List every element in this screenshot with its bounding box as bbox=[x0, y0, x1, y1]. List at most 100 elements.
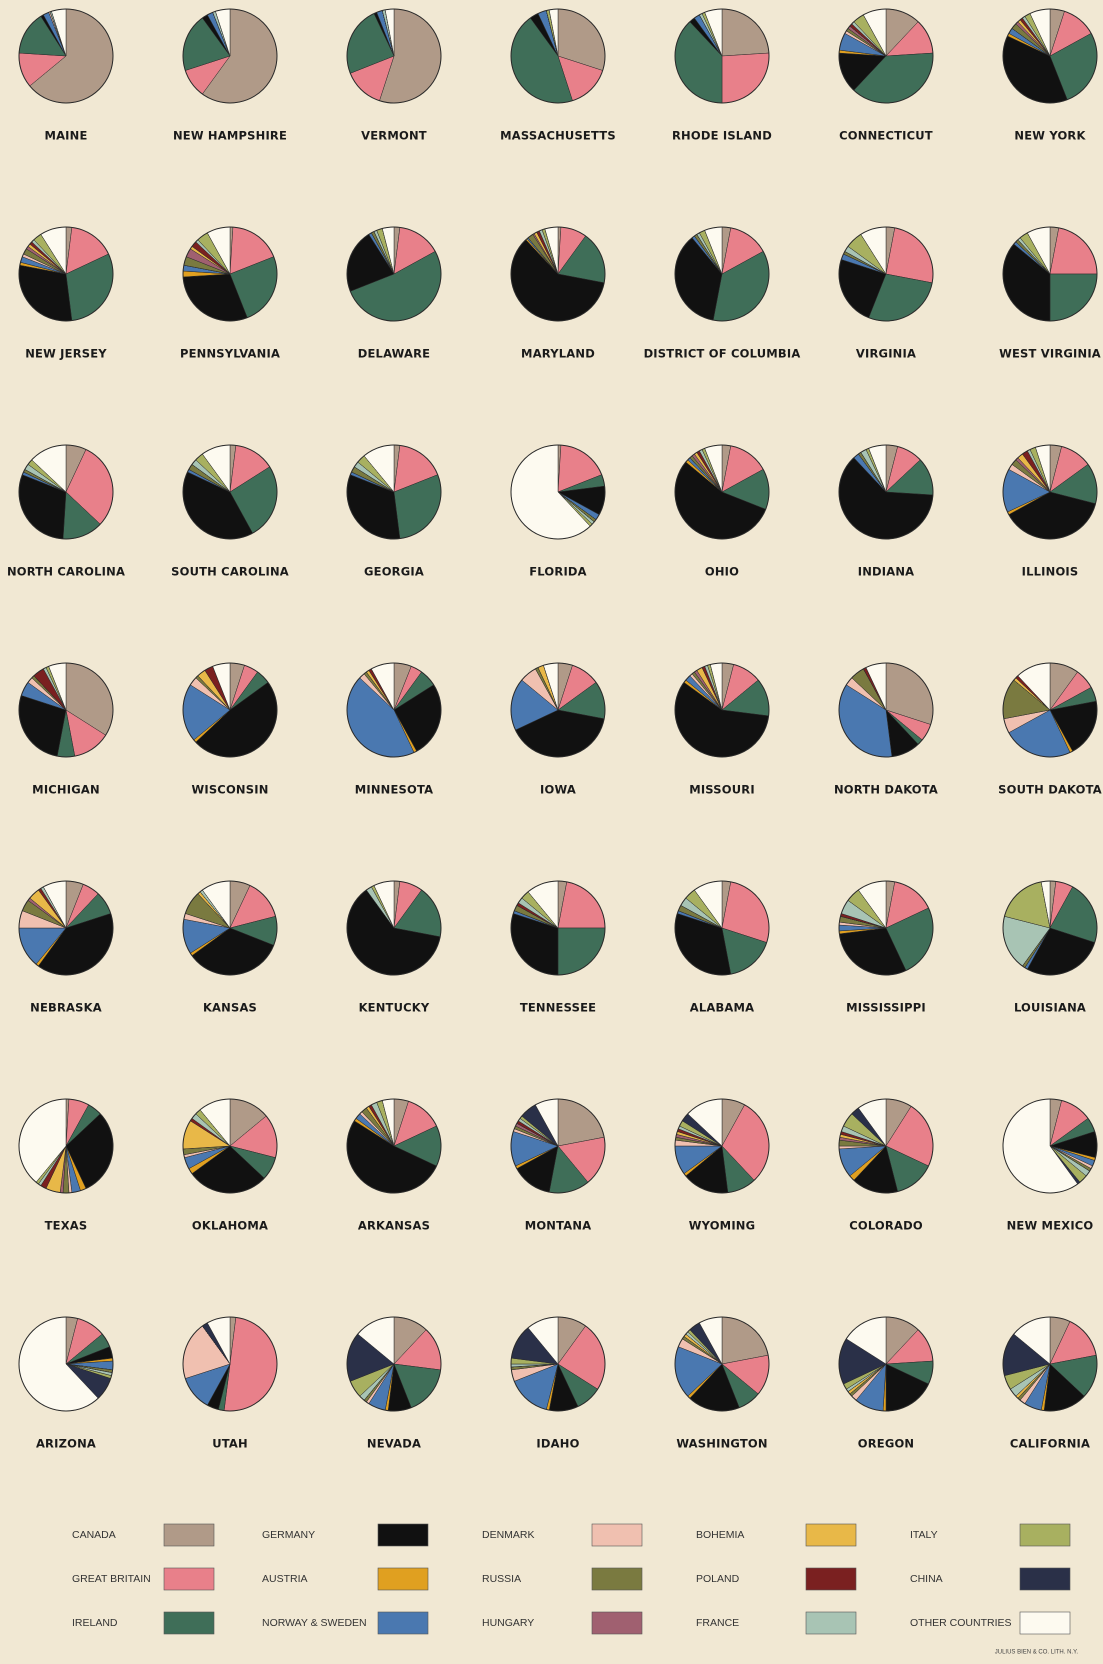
pie-outline bbox=[346, 1098, 442, 1194]
legend-label: ITALY bbox=[910, 1529, 938, 1541]
legend-swatch bbox=[1019, 1611, 1071, 1635]
state-label: MAINE bbox=[44, 129, 87, 143]
state-label: MONTANA bbox=[525, 1219, 592, 1233]
pie-outline bbox=[1002, 880, 1098, 976]
state-label: INDIANA bbox=[858, 565, 915, 579]
legend-label: NORWAY & SWEDEN bbox=[262, 1617, 367, 1629]
pie-outline bbox=[510, 1098, 606, 1194]
pie-outline bbox=[674, 226, 770, 322]
state-label: VERMONT bbox=[361, 129, 427, 143]
state-label: TEXAS bbox=[45, 1219, 88, 1233]
legend-swatch bbox=[591, 1567, 643, 1591]
legend-label: HUNGARY bbox=[482, 1617, 534, 1629]
pie-outline bbox=[346, 880, 442, 976]
pie-outline bbox=[346, 444, 442, 540]
pie-outline bbox=[18, 1316, 114, 1412]
pie-outline bbox=[838, 444, 934, 540]
state-label: NEBRASKA bbox=[30, 1001, 102, 1015]
legend-swatch bbox=[1019, 1523, 1071, 1547]
pie-outline bbox=[182, 226, 278, 322]
legend-label: OTHER COUNTRIES bbox=[910, 1617, 1012, 1629]
state-label: KANSAS bbox=[203, 1001, 257, 1015]
pie-outline bbox=[18, 226, 114, 322]
pie-outline bbox=[18, 8, 114, 104]
state-label: ARIZONA bbox=[36, 1437, 96, 1451]
state-label: NORTH CAROLINA bbox=[7, 565, 125, 579]
state-label: NEW JERSEY bbox=[25, 347, 107, 361]
state-label: DELAWARE bbox=[358, 347, 431, 361]
state-label: OKLAHOMA bbox=[192, 1219, 268, 1233]
legend-label: POLAND bbox=[696, 1573, 740, 1585]
legend-label: AUSTRIA bbox=[262, 1573, 308, 1585]
state-label: KENTUCKY bbox=[359, 1001, 430, 1015]
pie-outline bbox=[510, 444, 606, 540]
legend-swatch bbox=[805, 1611, 857, 1635]
legend-swatch bbox=[591, 1611, 643, 1635]
legend-label: CANADA bbox=[72, 1529, 116, 1541]
state-label: OREGON bbox=[858, 1437, 915, 1451]
legend-swatch bbox=[1019, 1567, 1071, 1591]
legend-swatch bbox=[591, 1523, 643, 1547]
legend-label: FRANCE bbox=[696, 1617, 739, 1629]
pie-outline bbox=[346, 226, 442, 322]
pie-outline bbox=[182, 444, 278, 540]
state-label: FLORIDA bbox=[529, 565, 587, 579]
state-label: WYOMING bbox=[689, 1219, 756, 1233]
pie-outline bbox=[18, 444, 114, 540]
state-label: MARYLAND bbox=[521, 347, 595, 361]
state-label: MISSISSIPPI bbox=[846, 1001, 926, 1015]
legend-swatch bbox=[377, 1567, 429, 1591]
pie-outline bbox=[510, 662, 606, 758]
pie-outline bbox=[674, 1316, 770, 1412]
legend-swatch bbox=[163, 1523, 215, 1547]
legend-swatch bbox=[377, 1523, 429, 1547]
pie-outline bbox=[510, 226, 606, 322]
state-label: GEORGIA bbox=[364, 565, 424, 579]
pie-outline bbox=[838, 8, 934, 104]
pie-outline bbox=[674, 8, 770, 104]
state-label: IOWA bbox=[540, 783, 576, 797]
state-label: VIRGINIA bbox=[856, 347, 916, 361]
pie-outline bbox=[182, 1316, 278, 1412]
pie-outline bbox=[182, 662, 278, 758]
pie-outline bbox=[838, 1098, 934, 1194]
pie-outline bbox=[346, 1316, 442, 1412]
pie-outline bbox=[1002, 1098, 1098, 1194]
pie-outline bbox=[1002, 8, 1098, 104]
pie-outline bbox=[1002, 226, 1098, 322]
legend-swatch bbox=[377, 1611, 429, 1635]
state-label: MISSOURI bbox=[689, 783, 755, 797]
state-label: WASHINGTON bbox=[676, 1437, 767, 1451]
pie-outline bbox=[346, 662, 442, 758]
state-label: SOUTH CAROLINA bbox=[171, 565, 289, 579]
pie-outline bbox=[510, 8, 606, 104]
legend-swatch bbox=[163, 1611, 215, 1635]
state-label: WEST VIRGINIA bbox=[999, 347, 1101, 361]
pie-outline bbox=[510, 1316, 606, 1412]
pie-outline bbox=[18, 1098, 114, 1194]
state-label: MASSACHUSETTS bbox=[500, 129, 616, 143]
state-label: ALABAMA bbox=[690, 1001, 755, 1015]
state-label: CALIFORNIA bbox=[1010, 1437, 1090, 1451]
pie-outline bbox=[674, 662, 770, 758]
pie-outline bbox=[182, 1098, 278, 1194]
state-label: IDAHO bbox=[536, 1437, 579, 1451]
state-label: LOUISIANA bbox=[1014, 1001, 1086, 1015]
legend-label: CHINA bbox=[910, 1573, 943, 1585]
state-label: NEVADA bbox=[367, 1437, 421, 1451]
pie-outline bbox=[674, 880, 770, 976]
legend-label: GERMANY bbox=[262, 1529, 315, 1541]
pie-outline bbox=[18, 662, 114, 758]
pie-outline bbox=[510, 880, 606, 976]
state-label: NEW MEXICO bbox=[1007, 1219, 1094, 1233]
pie-outline bbox=[182, 8, 278, 104]
state-label: WISCONSIN bbox=[191, 783, 268, 797]
pie-outline bbox=[18, 880, 114, 976]
state-label: NEW YORK bbox=[1014, 129, 1086, 143]
state-label: PENNSYLVANIA bbox=[180, 347, 280, 361]
pie-outline bbox=[838, 662, 934, 758]
state-label: RHODE ISLAND bbox=[672, 129, 772, 143]
credit: JULIUS BIEN & CO. LITH. N.Y. bbox=[995, 1650, 1079, 1656]
legend-label: DENMARK bbox=[482, 1529, 535, 1541]
